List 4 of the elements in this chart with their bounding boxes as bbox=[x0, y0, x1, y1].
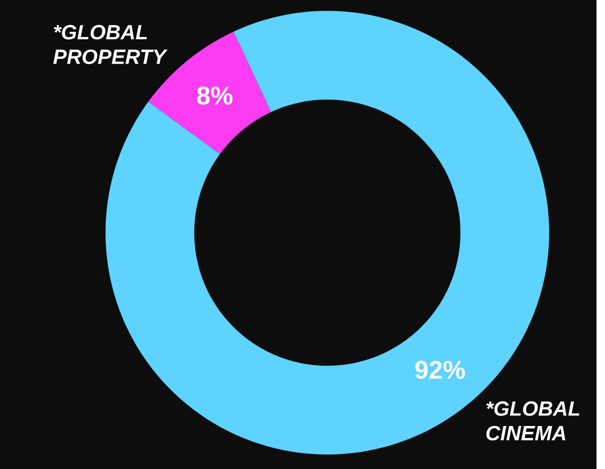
data-label: 92% bbox=[415, 360, 465, 379]
data-label: 8% bbox=[197, 86, 232, 104]
slice-label: *GLOBAL CINEMA bbox=[486, 401, 580, 440]
slice-label: *GLOBAL PROPERTY bbox=[53, 24, 168, 64]
